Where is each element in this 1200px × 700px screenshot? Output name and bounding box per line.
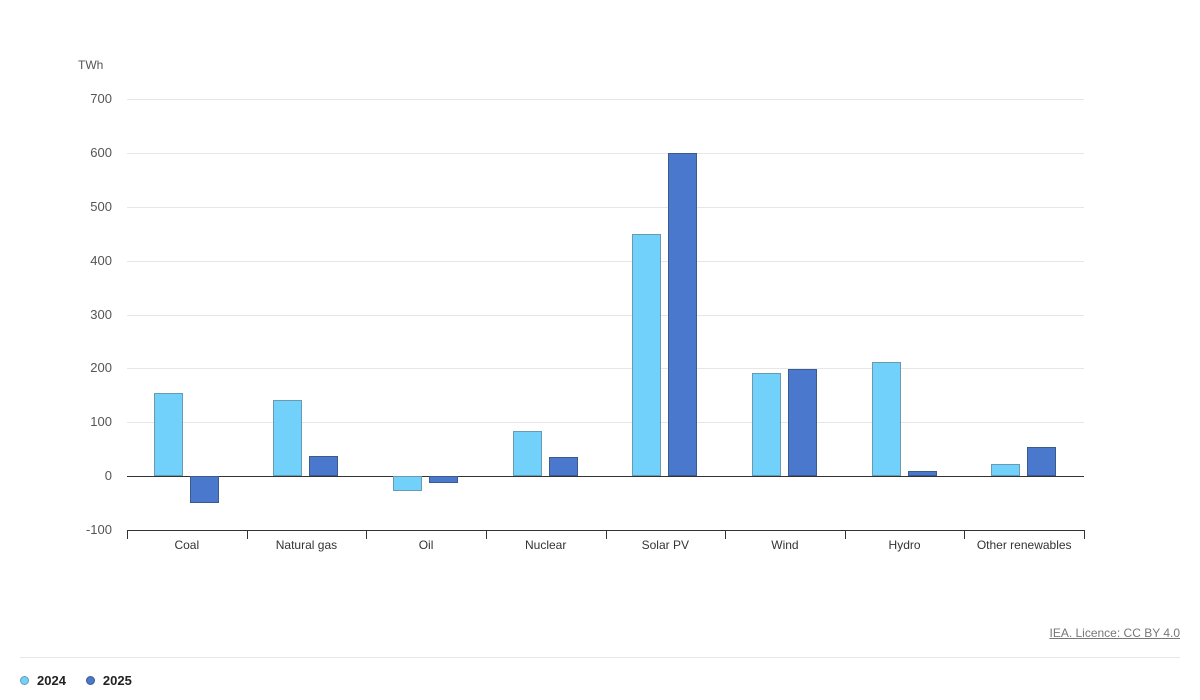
bar-2025-oil[interactable] xyxy=(429,476,459,483)
x-tick-label: Oil xyxy=(418,538,434,552)
bar-2024-oil[interactable] xyxy=(393,476,423,492)
y-tick-label: 100 xyxy=(90,414,112,430)
x-tick-mark xyxy=(486,530,487,539)
legend-item-2025[interactable]: 2025 xyxy=(85,673,132,688)
y-axis-unit: TWh xyxy=(78,58,104,72)
bar-2024-nuclear[interactable] xyxy=(512,430,542,476)
divider xyxy=(20,657,1180,658)
x-tick-label: Other renewables xyxy=(976,538,1072,552)
y-tick-label: 300 xyxy=(90,306,112,322)
bar-2024-solar-pv[interactable] xyxy=(632,233,662,476)
bar-2024-hydro[interactable] xyxy=(871,361,901,476)
x-tick-label: Hydro xyxy=(888,538,921,552)
x-tick-mark xyxy=(606,530,607,539)
legend: 2024 2025 xyxy=(20,673,132,688)
bar-2025-coal[interactable] xyxy=(189,476,219,503)
bar-2024-other-renewables[interactable] xyxy=(991,464,1021,476)
gridline xyxy=(127,99,1084,100)
x-tick-label: Nuclear xyxy=(525,538,567,552)
y-tick-label: 700 xyxy=(90,91,112,107)
legend-dot-icon xyxy=(20,676,29,685)
y-tick-label: 500 xyxy=(90,199,112,214)
bar-2025-nuclear[interactable] xyxy=(548,457,578,476)
y-tick-label: 0 xyxy=(104,468,112,483)
legend-label: 2024 xyxy=(37,673,66,688)
gridline xyxy=(127,261,1084,262)
bar-2025-wind[interactable] xyxy=(787,369,817,476)
x-tick-mark xyxy=(845,530,846,539)
bar-2024-natural-gas[interactable] xyxy=(273,400,303,476)
x-tick-label: Coal xyxy=(174,538,200,552)
x-tick-mark xyxy=(127,530,128,539)
x-tick-label: Solar PV xyxy=(641,538,689,552)
gridline xyxy=(127,207,1084,208)
bar-2025-solar-pv[interactable] xyxy=(668,153,698,476)
legend-label: 2025 xyxy=(102,673,132,688)
bar-2024-coal[interactable] xyxy=(153,393,183,476)
bar-2025-natural-gas[interactable] xyxy=(309,455,339,476)
x-axis-line xyxy=(127,530,1084,531)
x-tick-label: Wind xyxy=(771,538,799,552)
bar-2025-hydro[interactable] xyxy=(907,471,937,476)
y-tick-label: -100 xyxy=(85,521,112,537)
bar-2024-wind[interactable] xyxy=(751,373,781,476)
legend-item-2024[interactable]: 2024 xyxy=(20,673,66,688)
x-tick-mark xyxy=(247,530,248,539)
x-tick-mark xyxy=(366,530,367,539)
gridline xyxy=(127,422,1084,423)
gridline xyxy=(127,153,1084,154)
gridline xyxy=(127,315,1084,316)
x-tick-label: Natural gas xyxy=(275,538,338,552)
x-tick-mark xyxy=(964,530,965,539)
licence-link[interactable]: IEA. Licence: CC BY 4.0 xyxy=(1049,626,1180,640)
bar-2025-other-renewables[interactable] xyxy=(1027,447,1057,476)
y-tick-label: 600 xyxy=(90,145,112,161)
x-tick-mark xyxy=(725,530,726,539)
zero-line xyxy=(127,476,1084,477)
y-tick-label: 400 xyxy=(90,252,112,268)
legend-dot-icon xyxy=(85,676,95,685)
y-tick-label: 200 xyxy=(90,360,112,376)
x-tick-mark xyxy=(1084,530,1085,539)
gridline xyxy=(127,368,1084,369)
